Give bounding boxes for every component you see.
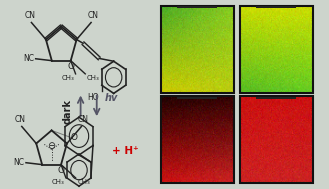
Text: CH₃: CH₃ [77,179,90,185]
Bar [178,6,217,8]
Bar [161,96,234,183]
Text: CN: CN [87,11,98,20]
Text: O: O [58,166,64,175]
Text: O: O [67,62,74,71]
Text: CN: CN [14,115,26,124]
Text: hv: hv [105,93,118,103]
Text: + H⁺: + H⁺ [113,146,139,156]
Bar [256,97,296,99]
Bar [178,97,217,99]
Text: CH₃: CH₃ [87,75,100,81]
Bar [240,6,313,93]
Bar [161,6,234,93]
Text: O: O [70,133,77,143]
Text: HO: HO [87,93,99,102]
Text: CH₃: CH₃ [61,75,74,81]
Text: dark: dark [63,99,72,124]
Text: ⊖: ⊖ [47,141,56,150]
Text: NC: NC [13,158,24,167]
Bar [256,6,296,8]
Text: CN: CN [78,115,89,124]
Text: CH₃: CH₃ [52,179,64,185]
Text: CN: CN [24,11,35,20]
Text: NC: NC [23,54,34,63]
Bar [240,96,313,183]
